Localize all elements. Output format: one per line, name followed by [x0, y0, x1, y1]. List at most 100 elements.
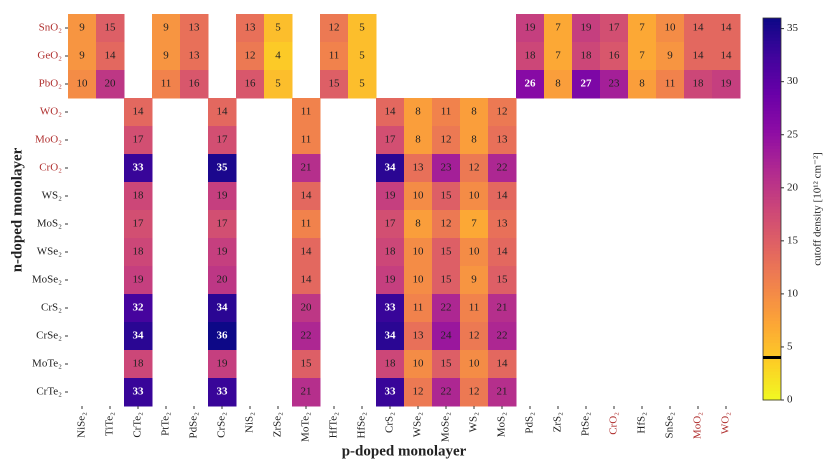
- cell-label: 7: [555, 50, 561, 62]
- colorbar-tick-label: 25: [787, 128, 799, 140]
- y-tick-label: WS₂: [42, 190, 63, 202]
- heatmap-cell: [208, 266, 237, 295]
- heatmap-cell: [292, 210, 321, 239]
- heatmap-cell: [152, 42, 181, 71]
- heatmap-cell: [432, 154, 461, 183]
- cell-label: 14: [133, 106, 145, 118]
- heatmap-cell: [208, 294, 237, 323]
- y-tick-label: MoSe₂: [32, 274, 62, 286]
- cell-label: 11: [329, 50, 340, 62]
- heatmap-cell: [208, 182, 237, 211]
- colorbar-segment: [763, 307, 781, 312]
- colorbar-segment: [763, 323, 781, 328]
- cell-label: 26: [525, 78, 537, 90]
- heatmap-cell: [348, 70, 377, 99]
- heatmap-cell: [376, 126, 405, 155]
- colorbar-segment: [763, 215, 781, 220]
- x-tick-label: HfSe₂: [356, 412, 368, 439]
- colorbar-segment: [763, 202, 781, 207]
- cell-label: 14: [301, 246, 313, 258]
- colorbar-segment: [763, 199, 781, 204]
- cell-label: 24: [441, 330, 453, 342]
- heatmap-cell: [712, 42, 741, 71]
- colorbar-segment: [763, 180, 781, 185]
- heatmap-cell: [572, 42, 601, 71]
- heatmap-cell: [292, 350, 321, 379]
- heatmap-cell: [376, 322, 405, 351]
- cell-label: 9: [79, 50, 85, 62]
- colorbar-segment: [763, 142, 781, 146]
- x-tick-label: PdS₂: [524, 412, 536, 434]
- cell-label: 18: [133, 358, 145, 370]
- heatmap-cell: [460, 378, 489, 407]
- heatmap-cell: [460, 294, 489, 323]
- cell-label: 16: [189, 78, 201, 90]
- heatmap-cell: [208, 322, 237, 351]
- heatmap-cell: [292, 238, 321, 267]
- heatmap-cell: [180, 70, 209, 99]
- heatmap-cell: [404, 322, 433, 351]
- colorbar-segment: [763, 189, 781, 194]
- colorbar-segment: [763, 158, 781, 162]
- colorbar-segment: [763, 377, 781, 382]
- heatmap-cell: [292, 126, 321, 155]
- cell-label: 34: [385, 330, 397, 342]
- heatmap-cell: [684, 42, 713, 71]
- heatmap-cell: [96, 14, 125, 43]
- cell-label: 8: [415, 106, 421, 118]
- x-tick-label: TiTe₂: [104, 412, 116, 436]
- heatmap-cell: [488, 378, 517, 407]
- cell-label: 18: [581, 50, 593, 62]
- colorbar-segment: [763, 256, 781, 261]
- cell-label: 15: [497, 274, 509, 286]
- heatmap-cell: [628, 70, 657, 99]
- heatmap-cell: [432, 266, 461, 295]
- heatmap-cell: [124, 98, 153, 127]
- cell-label: 12: [329, 22, 340, 34]
- colorbar-segment: [763, 151, 781, 156]
- heatmap-cell: [488, 154, 517, 183]
- cell-label: 19: [525, 22, 537, 34]
- cell-label: 8: [471, 106, 477, 118]
- cell-label: 5: [359, 22, 365, 34]
- heatmap-cell: [404, 182, 433, 211]
- cell-label: 11: [665, 78, 676, 90]
- heatmap-cell: [460, 98, 489, 127]
- heatmap-cell: [656, 42, 685, 71]
- x-tick-label: MoTe₂: [300, 412, 312, 442]
- colorbar-segment: [763, 91, 781, 95]
- heatmap-cell: [404, 98, 433, 127]
- cell-label: 22: [441, 302, 452, 314]
- cell-label: 18: [133, 246, 145, 258]
- heatmap-cell: [124, 350, 153, 379]
- cell-label: 19: [217, 358, 229, 370]
- heatmap-cell: [124, 238, 153, 267]
- cell-label: 20: [217, 274, 229, 286]
- colorbar-label: cutoff density [10¹² cm⁻²]: [812, 152, 824, 266]
- colorbar-segment: [763, 209, 781, 213]
- colorbar-segment: [763, 237, 781, 242]
- y-tick-label: GeO₂: [37, 50, 62, 62]
- cell-label: 18: [385, 358, 397, 370]
- cell-label: 32: [133, 302, 145, 314]
- cell-label: 22: [497, 162, 508, 174]
- heatmap-cell: [292, 98, 321, 127]
- colorbar-segment: [763, 253, 781, 258]
- heatmap-cell: [124, 378, 153, 407]
- colorbar-segment: [763, 387, 781, 391]
- cell-label: 23: [441, 162, 453, 174]
- cell-label: 27: [581, 78, 593, 90]
- heatmap-cell: [124, 210, 153, 239]
- cell-label: 11: [161, 78, 172, 90]
- cell-label: 33: [133, 162, 145, 174]
- cell-label: 15: [441, 246, 453, 258]
- heatmap-cell: [432, 350, 461, 379]
- colorbar-segment: [763, 282, 781, 286]
- heatmap-cell: [404, 350, 433, 379]
- cell-label: 33: [217, 386, 229, 398]
- colorbar-segment: [763, 132, 781, 137]
- cell-label: 10: [469, 190, 481, 202]
- cell-label: 19: [217, 190, 229, 202]
- colorbar-segment: [763, 240, 781, 245]
- colorbar-segment: [763, 224, 781, 229]
